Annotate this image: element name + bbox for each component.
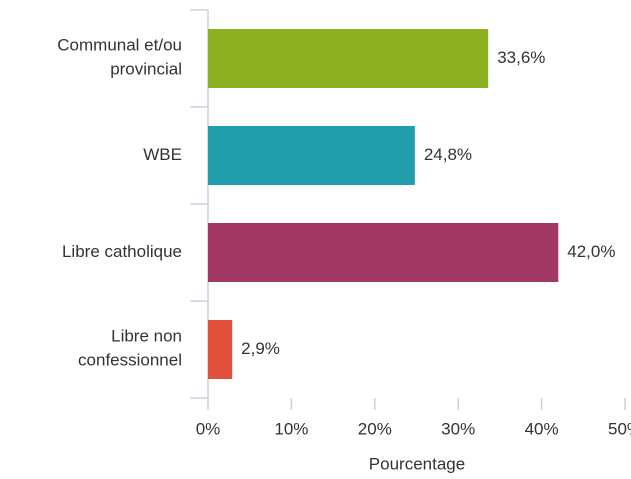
x-tick-label: 20% xyxy=(358,419,392,438)
value-label: 24,8% xyxy=(424,145,472,164)
x-axis-title: Pourcentage xyxy=(369,454,465,473)
x-tick-label: 30% xyxy=(441,419,475,438)
x-tick-label: 40% xyxy=(525,419,559,438)
value-label: 2,9% xyxy=(241,339,280,358)
value-label: 33,6% xyxy=(497,48,545,67)
x-tick-label: 0% xyxy=(196,419,221,438)
bar xyxy=(208,223,559,282)
bar xyxy=(208,320,233,379)
bar xyxy=(208,126,415,185)
y-tick-label: Communal et/ou provincial xyxy=(57,36,182,79)
y-tick-label: WBE xyxy=(143,145,182,164)
y-tick-label: Libre non confessionnel xyxy=(78,327,182,370)
x-tick-label: 50% xyxy=(608,419,631,438)
y-tick-label: Libre catholique xyxy=(62,242,182,261)
bar xyxy=(208,29,489,88)
x-tick-label: 10% xyxy=(274,419,308,438)
value-label: 42,0% xyxy=(567,242,615,261)
